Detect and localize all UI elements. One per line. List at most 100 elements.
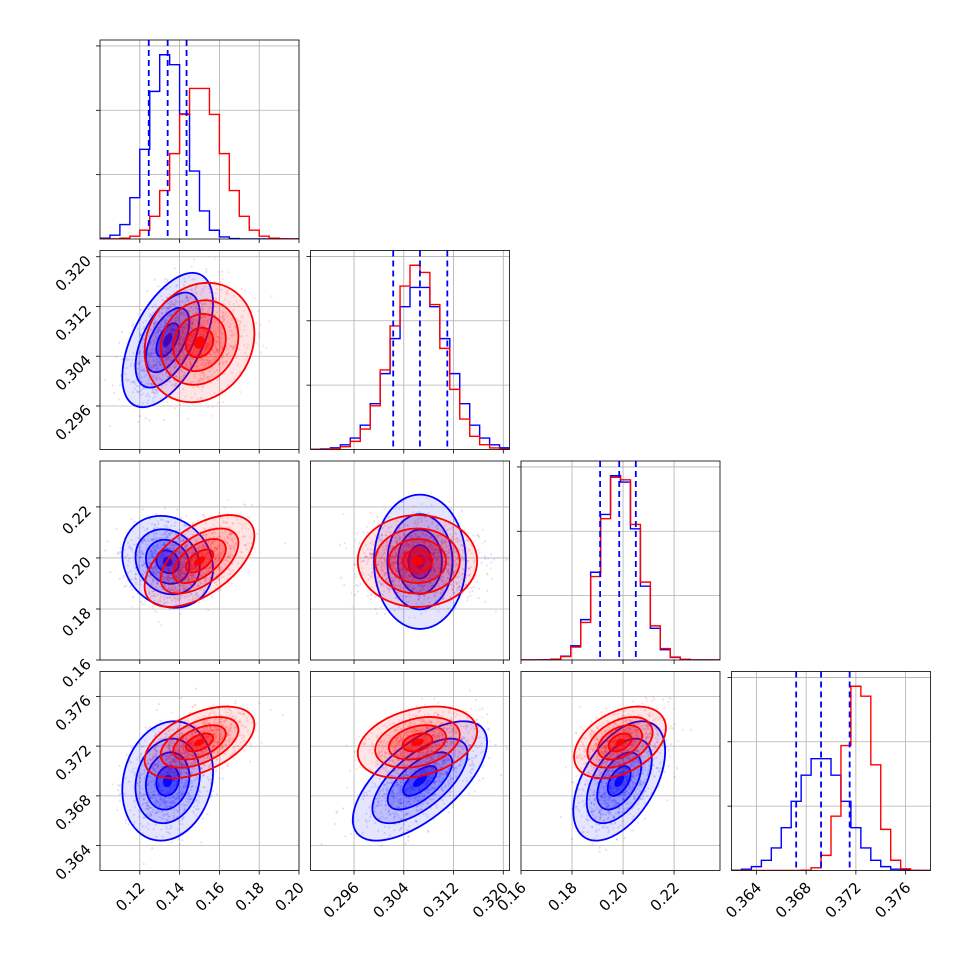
sample-point: [234, 537, 237, 541]
sample-point: [131, 391, 135, 394]
sample-point: [158, 372, 162, 375]
sample-point: [189, 568, 193, 571]
sample-point: [172, 557, 175, 560]
sample-point: [221, 270, 224, 273]
sample-point: [186, 324, 189, 327]
sample-point: [206, 342, 210, 345]
sample-point: [167, 345, 171, 348]
sample-point: [174, 316, 177, 319]
sample-point: [215, 547, 218, 551]
sample-point: [229, 526, 232, 529]
sample-point: [477, 587, 481, 590]
sample-point: [174, 364, 177, 367]
sample-point: [138, 565, 141, 568]
sample-point: [186, 289, 189, 292]
sample-point: [179, 573, 183, 576]
sample-point: [209, 362, 213, 365]
sample-point: [171, 531, 174, 534]
sample-point: [369, 598, 372, 601]
sample-point: [225, 292, 228, 296]
sample-point: [229, 553, 232, 556]
sample-point: [226, 384, 229, 387]
sample-point: [147, 382, 150, 385]
sample-point: [168, 348, 171, 351]
sample-point: [200, 316, 203, 320]
sample-point: [150, 582, 153, 586]
sample-point: [229, 323, 232, 326]
sample-point: [217, 336, 220, 339]
sample-point: [165, 357, 168, 360]
sample-point: [173, 329, 176, 332]
sample-point: [176, 597, 179, 601]
sample-point: [182, 337, 186, 341]
sample-point: [157, 544, 160, 547]
sample-point: [205, 342, 209, 346]
sample-point: [218, 363, 221, 366]
sample-point: [213, 550, 216, 553]
sample-point: [204, 347, 207, 350]
sample-point: [182, 566, 185, 569]
sample-point: [172, 329, 175, 332]
y-tick-label: 0.304: [52, 351, 95, 394]
sample-point: [241, 551, 244, 554]
sample-point: [354, 573, 357, 576]
sample-point: [153, 323, 156, 326]
sample-point: [218, 343, 221, 346]
sample-point: [127, 541, 130, 544]
sample-point: [214, 330, 217, 333]
sample-point: [170, 329, 173, 332]
sample-point: [152, 571, 155, 574]
sample-point: [160, 320, 164, 323]
sample-point: [224, 539, 227, 543]
sample-point: [205, 319, 208, 322]
sample-point: [128, 557, 131, 560]
sample-point: [183, 354, 187, 358]
panel-2-0: 0.160.180.200.22: [58, 460, 300, 691]
sample-point: [181, 320, 184, 323]
sample-point: [162, 583, 165, 586]
sample-point: [182, 356, 185, 359]
sample-point: [138, 385, 141, 388]
sample-point: [186, 322, 189, 325]
sample-point: [178, 318, 182, 321]
sample-point: [477, 534, 480, 537]
sample-point: [209, 567, 213, 571]
sample-point: [180, 312, 184, 315]
sample-point: [211, 374, 214, 377]
sample-point: [196, 584, 199, 587]
sample-point: [233, 333, 236, 337]
sample-point: [190, 593, 193, 596]
sample-point: [164, 601, 167, 604]
sample-point: [177, 551, 180, 554]
sample-point: [214, 346, 217, 349]
sample-point: [380, 606, 383, 609]
sample-point: [130, 578, 133, 581]
sample-point: [246, 548, 249, 551]
sample-point: [180, 313, 183, 316]
sample-point: [201, 571, 205, 574]
sample-point: [125, 357, 128, 360]
sample-point: [206, 314, 209, 317]
sample-point: [183, 310, 186, 313]
sample-point: [190, 265, 193, 268]
sample-point: [129, 585, 132, 588]
sample-point: [142, 327, 145, 331]
sample-point: [167, 576, 170, 579]
sample-point: [151, 388, 154, 391]
sample-point: [359, 582, 362, 585]
sample-point: [135, 384, 138, 388]
sample-point: [166, 530, 169, 533]
sample-point: [193, 565, 196, 568]
sample-point: [146, 361, 150, 364]
sample-point: [133, 543, 136, 546]
sample-point: [218, 555, 221, 558]
sample-point: [203, 365, 206, 368]
sample-point: [159, 363, 162, 366]
sample-point: [172, 303, 176, 306]
sample-point: [187, 346, 190, 349]
sample-point: [182, 303, 186, 306]
sample-point: [200, 316, 204, 319]
sample-point: [177, 350, 180, 353]
sample-point: [179, 549, 182, 553]
